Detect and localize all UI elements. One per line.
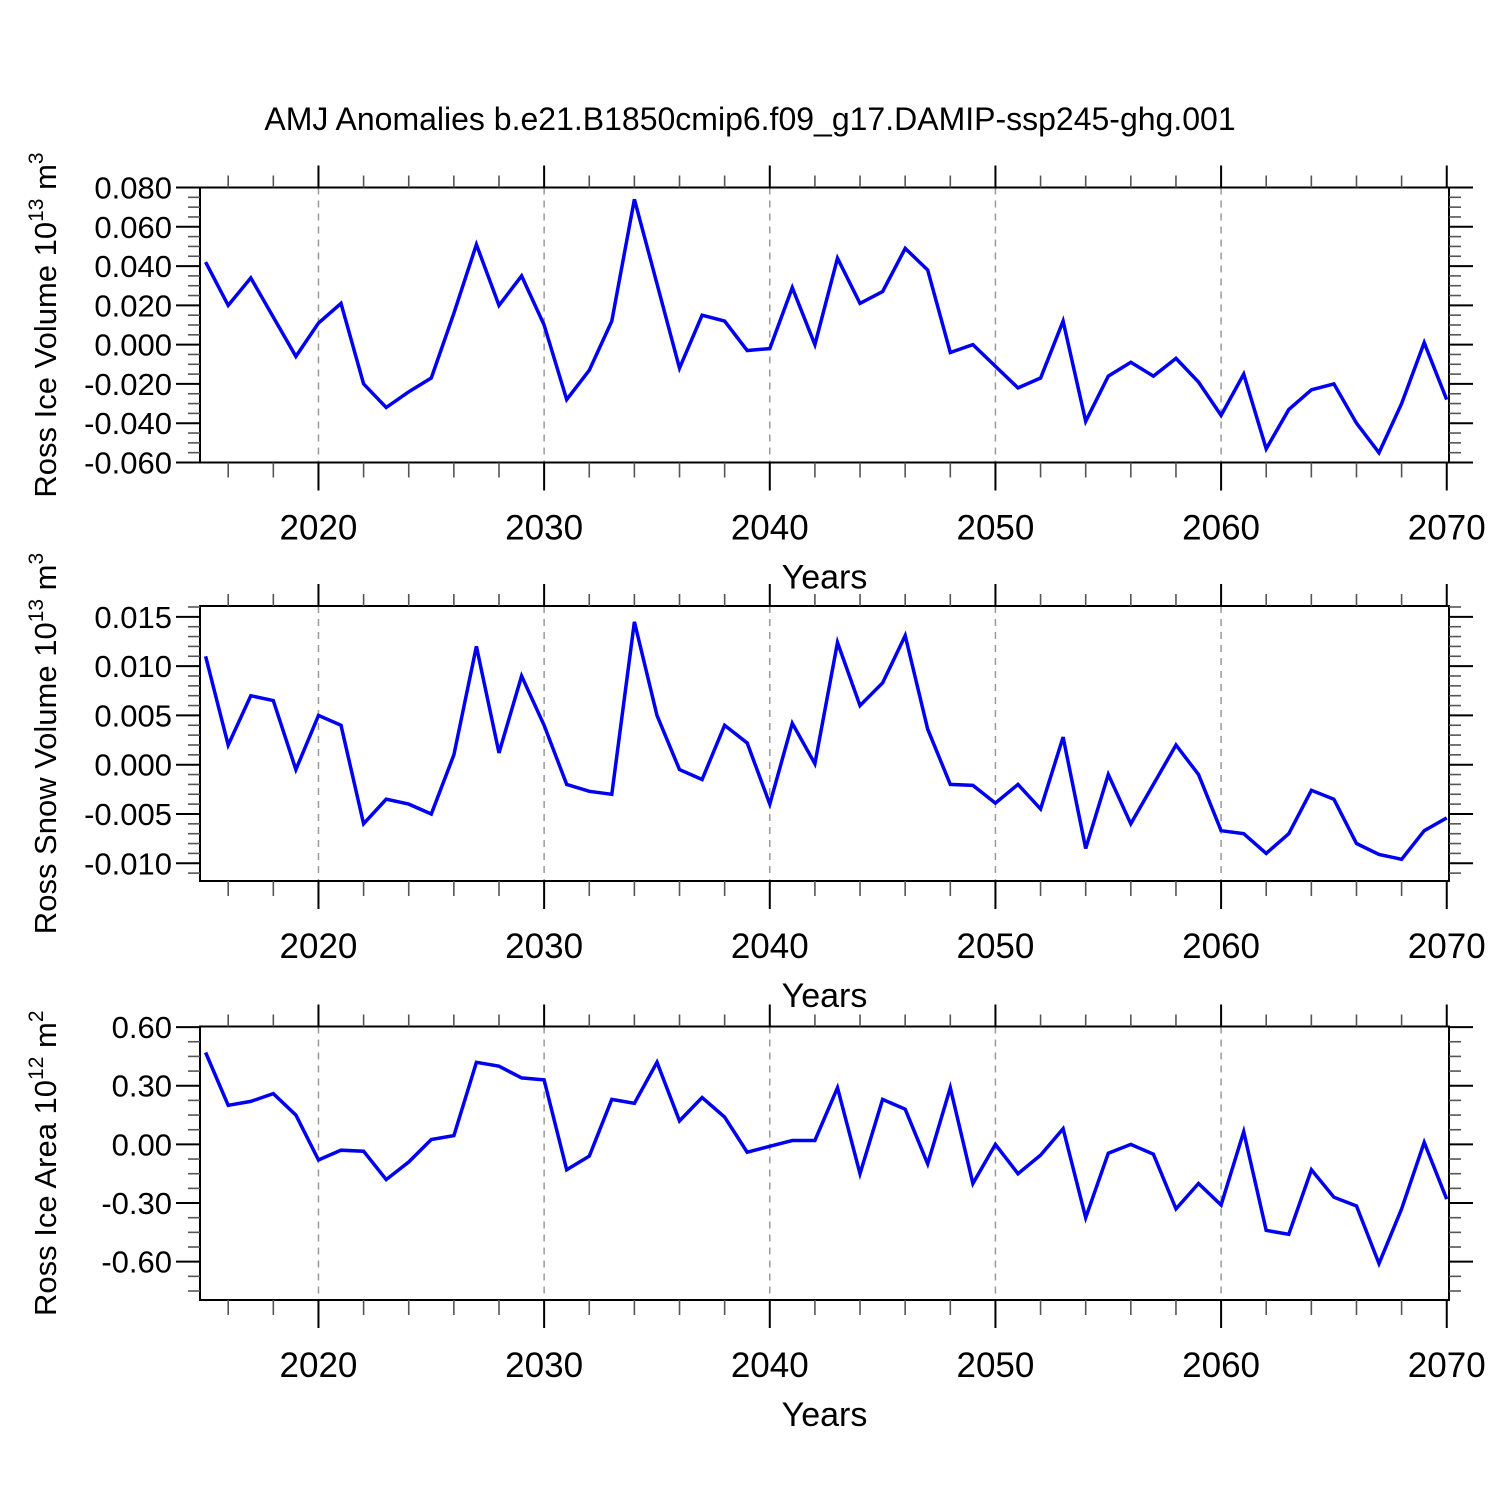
y-axis-title-superscript: 13 [25,599,48,622]
y-tick-label: 0.005 [94,698,172,733]
y-tick-label: 0.015 [94,600,172,635]
panel-1: 2020 2030 2040 2050 2060 2070 0.080 0.060 0.040 0… [25,152,1486,596]
chart-title: AMJ Anomalies b.e21.B1850cmip6.f09_g17.D… [264,101,1235,137]
x-tick-label: 2060 [1182,927,1260,966]
panel-2: 2020 2030 2040 2050 2060 2070 0.015 0.010 0.005 0… [25,553,1486,1015]
y-tick-label: 0.000 [94,748,172,783]
y-axis-title-text: m [28,1022,63,1056]
series-line-panel-1 [204,198,1449,457]
x-tick-label: 2020 [280,509,358,548]
y-axis-title-superscript: 2 [25,1010,48,1022]
series-line-panel-2 [203,621,1448,862]
panel-frame [199,1025,1450,1301]
y-axis-title: Ross Snow Volume 1013 m3 [25,553,63,934]
y-tick-label: -0.60 [101,1245,172,1280]
x-axis-title: Years [782,977,868,1015]
x-axis-title: Years [782,1396,868,1434]
x-tick-label: 2030 [505,927,583,966]
x-axis-title: Years [782,559,868,597]
x-tick-label: 2040 [731,509,809,548]
panels-group: 2020 2030 2040 2050 2060 2070 0.080 0.060 0.040 0… [25,152,1486,1434]
x-tick-label: 2060 [1182,509,1260,548]
x-tick-label: 2050 [956,927,1034,966]
y-tick-label: -0.005 [84,797,172,832]
y-tick-label: -0.020 [84,367,172,402]
y-tick-label: 0.30 [112,1069,172,1104]
y-axis-title-text: Ross Snow Volume 10 [28,622,63,934]
y-tick-label: 0.080 [94,171,172,206]
y-axis-title-text: Ross Ice Area 10 [28,1080,63,1316]
x-tick-label: 2020 [280,927,358,966]
y-axis-title-text: m [28,164,63,198]
series-line-panel-3 [203,1051,1449,1269]
x-tick-label: 2070 [1408,509,1486,548]
x-tick-label: 2050 [956,509,1034,548]
y-axis-title-superscript: 13 [25,199,48,222]
y-axis-title: Ross Ice Volume 1013 m3 [25,152,63,497]
y-axis-title: Ross Ice Area 1012 m2 [25,1010,63,1316]
x-tick-label: 2070 [1408,1346,1486,1385]
x-tick-label: 2060 [1182,1346,1260,1385]
x-tick-label: 2040 [731,1346,809,1385]
x-tick-label: 2040 [731,927,809,966]
y-tick-label: 0.060 [94,210,172,245]
y-tick-label: 0.020 [94,288,172,323]
x-tick-label: 2020 [280,1346,358,1385]
y-tick-label: -0.060 [84,446,172,481]
y-axis-title-text: m [28,564,63,598]
x-tick-label: 2070 [1408,927,1486,966]
y-tick-label: 0.000 [94,328,172,363]
x-tick-label: 2030 [505,509,583,548]
y-tick-label: -0.040 [84,406,172,441]
y-tick-label: 0.60 [112,1010,172,1045]
y-tick-label: 0.010 [94,649,172,684]
y-axis-title-text: Ross Ice Volume 10 [28,222,63,498]
y-axis-title-superscript: 12 [25,1057,48,1080]
y-tick-label: -0.30 [101,1186,172,1221]
y-axis-title-superscript: 3 [25,152,48,164]
y-axis-title-superscript: 3 [25,553,48,565]
x-tick-label: 2050 [956,1346,1034,1385]
panel-frame [199,605,1450,882]
y-tick-label: -0.010 [84,846,172,881]
x-tick-label: 2030 [505,1346,583,1385]
y-tick-label: 0.040 [94,249,172,284]
panel-frame [199,186,1450,464]
y-tick-label: 0.00 [112,1127,172,1162]
panel-3: 2020 2030 2040 2050 2060 2070 0.60 0.30 0.00 -0.3… [25,1004,1486,1434]
